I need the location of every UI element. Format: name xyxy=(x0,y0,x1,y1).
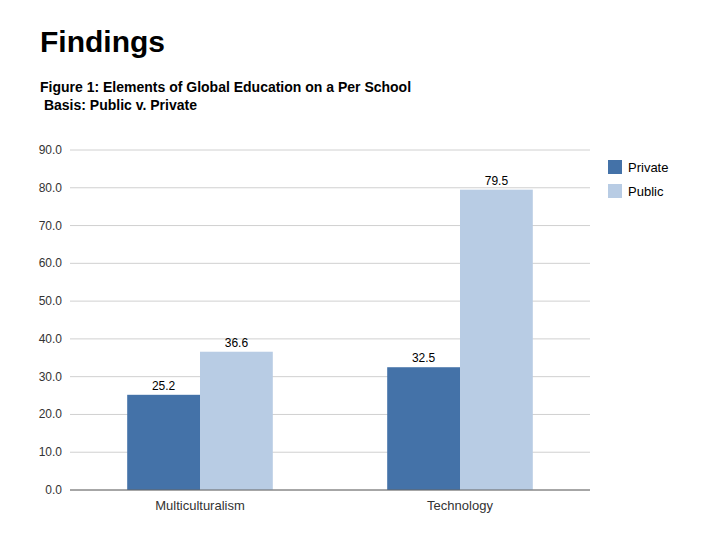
y-tick-label: 20.0 xyxy=(39,407,63,421)
data-label: 79.5 xyxy=(485,174,509,188)
bar xyxy=(127,395,200,490)
grid-line xyxy=(70,150,590,151)
x-tick-label: Technology xyxy=(427,498,493,513)
bars xyxy=(127,190,533,490)
chart: Findings Figure 1: Elements of Global Edu… xyxy=(0,0,720,540)
bar xyxy=(460,190,533,490)
y-tick-label: 50.0 xyxy=(39,294,63,308)
y-tick-label: 30.0 xyxy=(39,370,63,384)
title: Findings xyxy=(40,25,165,58)
y-tick-label: 40.0 xyxy=(39,332,63,346)
y-tick-label: 10.0 xyxy=(39,445,63,459)
data-label: 25.2 xyxy=(152,379,176,393)
legend: Private Public xyxy=(608,160,668,199)
subtitle-line: Basis: Public v. Private xyxy=(40,97,197,113)
bar xyxy=(200,352,273,490)
legend-label: Public xyxy=(628,184,664,199)
y-tick-label: 0.0 xyxy=(45,483,62,497)
subtitle: Figure 1: Elements of Global Education o… xyxy=(40,79,411,113)
y-tick-label: 70.0 xyxy=(39,219,63,233)
x-tick-label: Multiculturalism xyxy=(155,498,245,513)
data-label: 36.6 xyxy=(225,336,249,350)
legend-label: Private xyxy=(628,160,668,175)
bar xyxy=(387,367,460,490)
y-tick-label: 80.0 xyxy=(39,181,63,195)
data-label: 32.5 xyxy=(412,351,436,365)
y-tick-label: 90.0 xyxy=(39,143,63,157)
grid-line xyxy=(70,490,590,491)
y-tick-label: 60.0 xyxy=(39,256,63,270)
data-labels: 25.2 36.6 32.5 79.5 xyxy=(152,174,508,393)
legend-swatch xyxy=(608,184,622,198)
subtitle-line: Figure 1: Elements of Global Education o… xyxy=(40,79,411,95)
grid-line xyxy=(70,187,590,188)
grid xyxy=(70,150,590,490)
x-axis xyxy=(70,490,590,491)
legend-swatch xyxy=(608,160,622,174)
